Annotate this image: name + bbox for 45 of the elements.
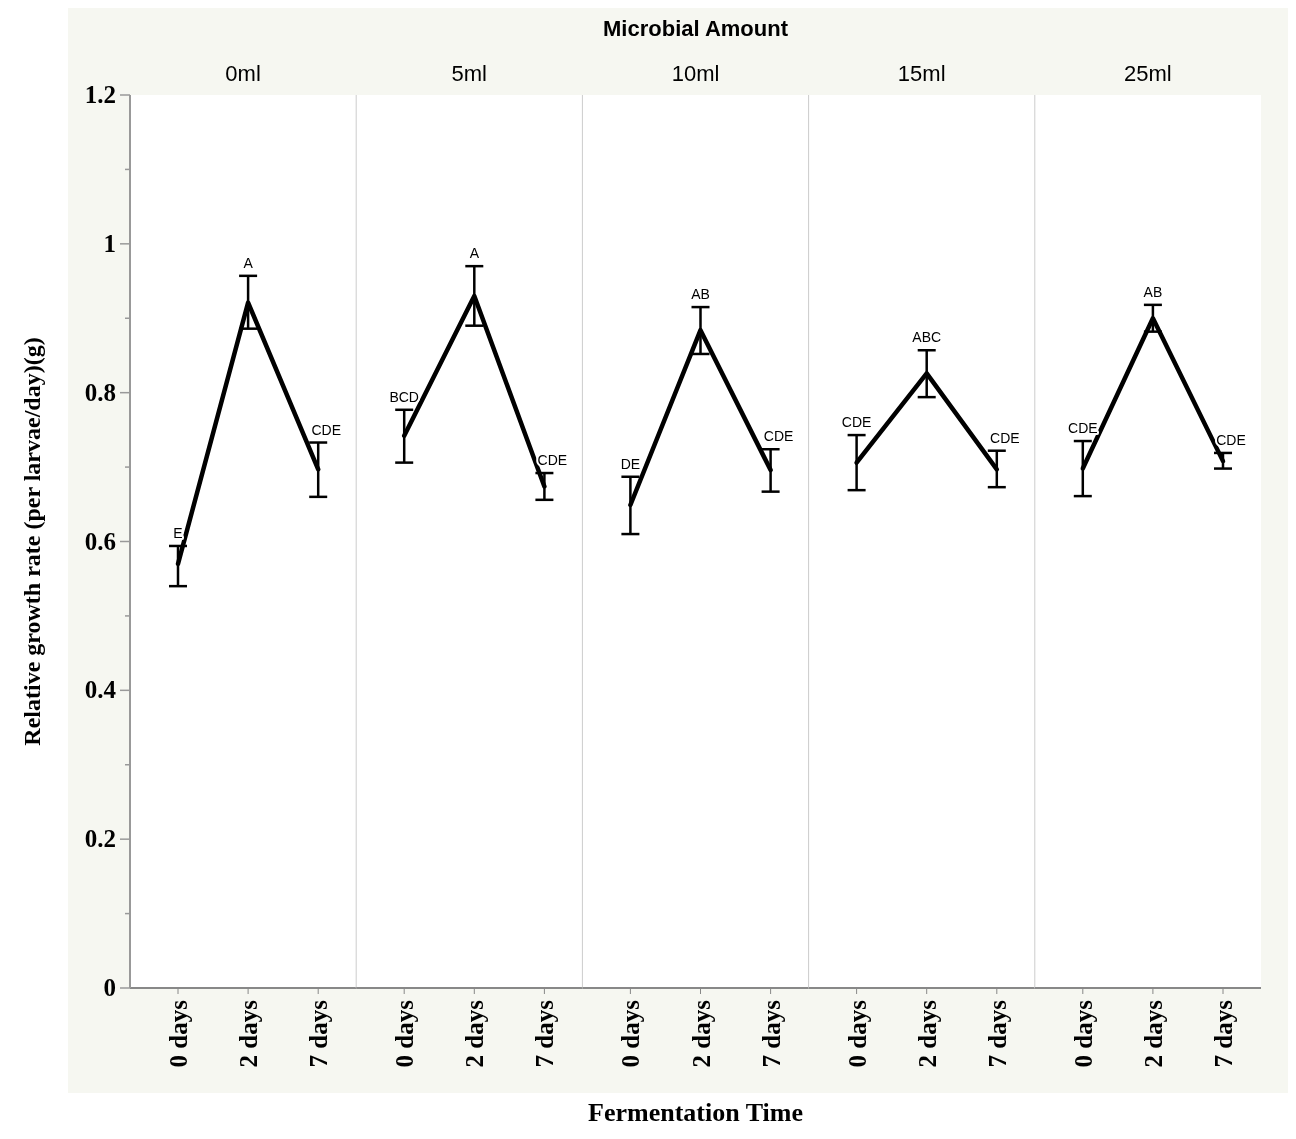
- annotation: CDE: [763, 428, 794, 445]
- x-tick-label: 7 days: [1210, 999, 1237, 1068]
- chart-title: 25ml: [1124, 61, 1172, 86]
- x-tick-label: 0 days: [165, 999, 192, 1068]
- x-tick-label: 7 days: [305, 999, 333, 1068]
- x-tick-label: 0 days: [843, 999, 871, 1068]
- annotation: A: [469, 245, 480, 262]
- x-tick-label: 0 days: [391, 999, 419, 1068]
- x-tick-label: 0 days: [617, 999, 645, 1068]
- annotation: CDE: [311, 421, 341, 438]
- x-tick-label: 0 days: [1069, 999, 1097, 1068]
- x-tick-label: 7 days: [757, 999, 785, 1068]
- annotation: AB: [1143, 283, 1163, 300]
- annotation: E: [173, 524, 183, 541]
- annotation: CDE: [990, 429, 1020, 446]
- x-tick-label: 7 days: [983, 999, 1011, 1068]
- x-tick-label: 7 days: [531, 999, 559, 1068]
- annotation: CDE: [537, 452, 568, 469]
- annotation: CDE: [1068, 420, 1098, 437]
- chart-title: 0ml: [225, 61, 261, 86]
- y-tick-label: 0.2: [84, 825, 116, 853]
- y-tick-label: 0.8: [84, 378, 116, 406]
- annotation: BCD: [389, 388, 419, 405]
- x-tick-label: 2 days: [461, 999, 489, 1068]
- x-axis-title: Fermentation Time: [588, 1098, 803, 1127]
- x-tick-label: 2 days: [687, 999, 715, 1068]
- text: Microbial Amount: [603, 16, 789, 41]
- y-tick-label: 0.4: [84, 676, 117, 704]
- y-tick-label: 1.2: [84, 81, 116, 108]
- chart-title: 15ml: [897, 61, 946, 86]
- x-tick-label: 2 days: [913, 999, 941, 1068]
- chart-title: 5ml: [451, 61, 488, 86]
- y-tick-label: 1: [103, 229, 116, 257]
- chart-title: 10ml: [671, 61, 720, 86]
- x-tick-label: 2 days: [1139, 999, 1167, 1068]
- annotation: A: [243, 254, 254, 271]
- y-tick-label: 0.6: [84, 527, 116, 555]
- annotation: CDE: [1216, 431, 1246, 448]
- annotation: ABC: [912, 329, 942, 346]
- x-tick-label: 2 days: [235, 999, 263, 1068]
- annotation: AB: [691, 286, 710, 303]
- y-tick-label: 0: [103, 974, 116, 1001]
- annotation: CDE: [841, 414, 872, 431]
- annotation: DE: [620, 455, 641, 472]
- y-axis-title: Relative growth rate (per larvae/day)(g): [19, 337, 45, 746]
